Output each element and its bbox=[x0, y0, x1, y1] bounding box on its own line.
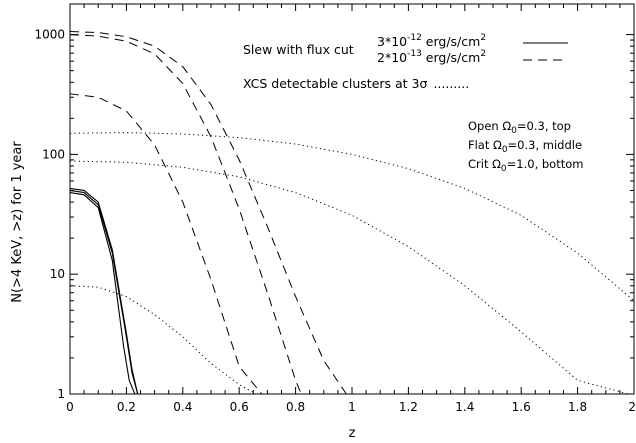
x-tick-label: 2 bbox=[628, 400, 636, 414]
series-dashed-line-5 bbox=[69, 93, 263, 395]
annotation-flat: Flat Ω0=0.3, middle bbox=[468, 138, 582, 155]
legend-xcs: XCS detectable clusters at 3σ......... bbox=[243, 76, 469, 91]
legend-solid-unit-exp: 2 bbox=[480, 33, 486, 43]
series-solid-line-2 bbox=[69, 192, 136, 395]
legend-entry-solid: 3*10-12 erg/s/cm2 bbox=[377, 33, 486, 49]
x-tick-label: 1.6 bbox=[512, 400, 531, 414]
ticks: 0 0.2 0.4 0.6 0.8 1 1.2 1.4 1.6 1.8 2 1 10 100 1000 bbox=[34, 4, 636, 414]
series-dashed-line-3 bbox=[69, 31, 347, 395]
annotation-open: Open Ω0=0.3, top bbox=[468, 119, 571, 136]
annotation-flat-pre: Flat Ω bbox=[468, 138, 502, 152]
annotation-open-pre: Open Ω bbox=[468, 119, 511, 133]
y-tick-label: 1000 bbox=[34, 28, 65, 42]
annotation-open-post: =0.3, top bbox=[517, 119, 571, 133]
series-dotted-line-8 bbox=[69, 285, 257, 395]
annotation-flat-post: =0.3, middle bbox=[508, 138, 583, 152]
annotation-open-sub: 0 bbox=[511, 126, 517, 136]
annotation-crit-sub: 0 bbox=[501, 164, 507, 174]
annotation-flat-sub: 0 bbox=[502, 145, 508, 155]
x-tick-label: 1.4 bbox=[455, 400, 474, 414]
annotations: Open Ω0=0.3, top Flat Ω0=0.3, middle Cri… bbox=[468, 119, 583, 174]
legend-dashed-coef: 2*10 bbox=[377, 50, 407, 65]
series-dashed-line-4 bbox=[69, 34, 302, 395]
legend-xcs-sigma: σ bbox=[420, 76, 428, 91]
legend-xcs-dots: ......... bbox=[433, 76, 469, 91]
y-axis-label: N(>4 KeV, >z) for 1 year bbox=[10, 141, 25, 303]
legend-dashed-unit: erg/s/cm bbox=[422, 50, 481, 65]
x-tick-label: 1.2 bbox=[399, 400, 418, 414]
x-axis-label: z bbox=[349, 426, 356, 441]
series-solid-line-1 bbox=[69, 187, 139, 395]
legend-lead: Slew with flux cut bbox=[243, 42, 354, 57]
x-tick-label: 0.2 bbox=[117, 400, 136, 414]
annotation-crit-pre: Crit Ω bbox=[468, 157, 501, 171]
x-tick-label: 0.4 bbox=[173, 400, 192, 414]
legend-solid-unit: erg/s/cm bbox=[422, 34, 481, 49]
plot-frame bbox=[69, 3, 635, 395]
annotation-crit: Crit Ω0=1.0, bottom bbox=[468, 157, 583, 174]
x-tick-label: 0.8 bbox=[286, 400, 305, 414]
series-group bbox=[69, 31, 635, 395]
x-tick-label: 1 bbox=[348, 400, 356, 414]
series-solid-line-0 bbox=[69, 189, 139, 395]
y-tick-label: 100 bbox=[42, 147, 65, 161]
legend-dashed-exp: -13 bbox=[407, 49, 422, 59]
x-tick-label: 1.8 bbox=[568, 400, 587, 414]
y-tick-label: 10 bbox=[50, 267, 65, 281]
series-dotted-line-7 bbox=[69, 160, 629, 395]
annotation-crit-post: =1.0, bottom bbox=[507, 157, 584, 171]
x-tick-label: 0 bbox=[66, 400, 74, 414]
legend-solid-exp: -12 bbox=[407, 33, 422, 43]
x-tick-label: 0.6 bbox=[230, 400, 249, 414]
legend-entry-dashed: 2*10-13 erg/s/cm2 bbox=[377, 49, 486, 65]
legend-solid-coef: 3*10 bbox=[377, 34, 407, 49]
legend: Slew with flux cut 3*10-12 erg/s/cm2 2*1… bbox=[243, 33, 568, 91]
legend-xcs-text: XCS detectable clusters at 3 bbox=[243, 76, 420, 91]
legend-dashed-unit-exp: 2 bbox=[480, 49, 486, 59]
y-tick-label: 1 bbox=[57, 387, 65, 401]
